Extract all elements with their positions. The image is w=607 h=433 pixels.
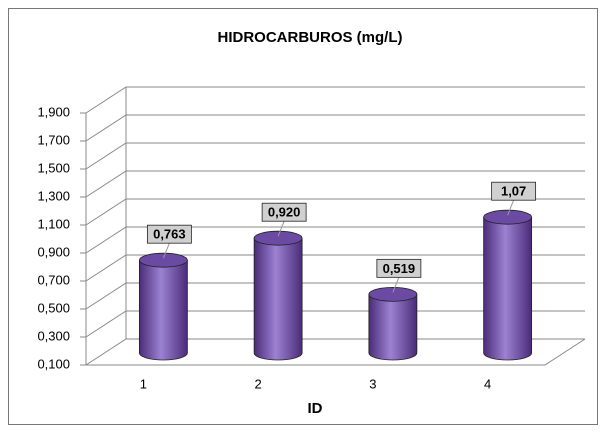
grid-line <box>85 198 585 226</box>
leader-line <box>277 221 285 237</box>
y-tick-label: 0,700 <box>37 272 70 287</box>
y-tick-label: 0,500 <box>37 300 70 315</box>
y-tick-label: 1,100 <box>37 216 70 231</box>
grid-line <box>85 338 585 366</box>
y-tick-label: 0,100 <box>37 356 70 371</box>
grid-line <box>85 226 585 254</box>
grid-line <box>85 86 585 114</box>
leader-line <box>162 242 170 259</box>
y-tick-label: 1,700 <box>37 132 70 147</box>
cylinder-top <box>483 209 533 225</box>
grid-line <box>85 114 585 142</box>
leader-line <box>507 200 515 216</box>
y-tick-label: 1,900 <box>37 104 70 119</box>
grid-line <box>85 142 585 170</box>
cylinder-top <box>138 252 188 268</box>
data-label: 1,07 <box>501 184 526 199</box>
y-tick-label: 0,900 <box>37 244 70 259</box>
bar <box>483 209 533 361</box>
x-tick-label: 2 <box>255 376 262 391</box>
data-label: 0,920 <box>268 205 301 220</box>
chart-title: HIDROCARBUROS (mg/L) <box>218 29 403 46</box>
bar <box>253 230 303 361</box>
cylinder-top <box>253 230 303 246</box>
data-label-box <box>491 181 537 201</box>
cylinder-body <box>138 259 188 361</box>
floor <box>86 338 586 366</box>
y-tick-label: 1,300 <box>37 188 70 203</box>
grid-line <box>85 282 585 310</box>
data-label: 0,519 <box>383 261 416 276</box>
y-tick-label: 1,500 <box>37 160 70 175</box>
x-tick-label: 4 <box>484 376 491 391</box>
grid-line <box>85 170 585 198</box>
bar <box>138 252 188 361</box>
data-label-box <box>261 202 307 222</box>
x-tick-label: 3 <box>369 376 376 391</box>
x-axis-title: ID <box>308 400 323 417</box>
grid-line <box>85 254 585 282</box>
x-tick-label: 1 <box>140 376 147 391</box>
cylinder-body <box>483 216 533 361</box>
bar <box>368 286 418 361</box>
grid-line <box>85 310 585 338</box>
leader-line <box>392 277 400 293</box>
data-label: 0,763 <box>153 227 186 242</box>
y-tick-label: 0,300 <box>37 328 70 343</box>
cylinder-top <box>368 286 418 302</box>
cylinder-body <box>253 237 303 361</box>
cylinder-body <box>368 293 418 361</box>
data-label-box <box>146 224 192 244</box>
data-label-box <box>376 258 422 278</box>
